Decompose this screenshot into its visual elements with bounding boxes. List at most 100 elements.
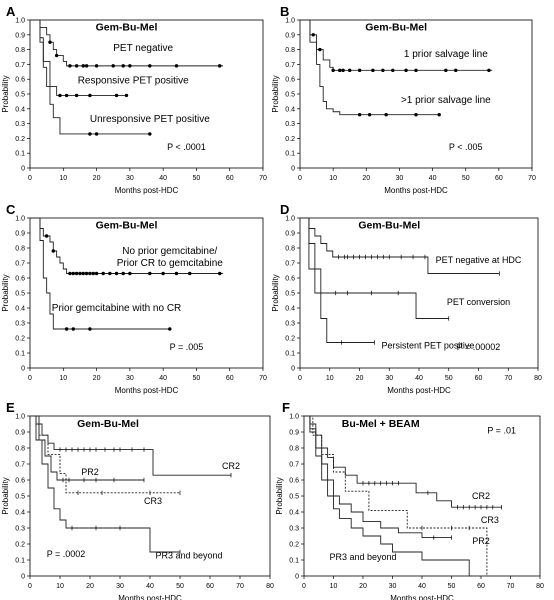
p-value-annotation: P = .005: [170, 342, 204, 352]
curve-label: Unresponsive PET positive: [90, 114, 210, 125]
km-curve: [304, 415, 473, 577]
x-tick-label: 20: [362, 175, 370, 182]
panel-title: Gem-Bu-Mel: [358, 220, 420, 232]
curve-label: Prior CR to gemcitabine: [117, 258, 224, 269]
y-tick-label: 0.5: [285, 92, 295, 99]
curve-label: PR3 and beyond: [329, 552, 396, 562]
y-tick-label: 0.6: [285, 276, 295, 283]
panel-letter: A: [6, 4, 16, 19]
censor-mark: [381, 68, 385, 73]
x-tick-label: 0: [28, 375, 32, 382]
y-tick-label: 0.1: [15, 151, 25, 158]
y-tick-label: 0.9: [15, 231, 25, 238]
y-tick-label: 0.5: [15, 291, 25, 298]
x-axis-label: Months post-HDC: [115, 386, 179, 395]
y-axis: 0 0.1 0.2 0.3 0.4 0.5 0.6 0.7 0.8 0.9 1.0: [15, 414, 30, 581]
x-tick-label: 80: [534, 375, 542, 382]
y-tick-label: 0.3: [285, 121, 295, 128]
x-axis: 0 10 20 30 40 50 60 70 80: [298, 368, 542, 382]
y-tick-label: 0.2: [15, 542, 25, 549]
censor-mark: [414, 113, 418, 117]
y-tick-label: 0: [291, 366, 295, 373]
censor-mark: [454, 68, 458, 73]
x-tick-label: 40: [429, 175, 437, 182]
y-tick-label: 0.3: [15, 121, 25, 128]
censor-mark: [68, 271, 72, 276]
x-axis-label: Months post-HDC: [390, 594, 454, 600]
censor-mark: [161, 271, 165, 276]
y-tick-label: 0.5: [15, 494, 25, 501]
km-series: [30, 415, 181, 495]
x-tick-label: 60: [226, 375, 234, 382]
plot-frame: [29, 217, 264, 369]
panel-title: Gem-Bu-Mel: [96, 21, 158, 33]
x-tick-label: 0: [298, 175, 302, 182]
y-tick-label: 0: [21, 574, 25, 581]
km-curve: [30, 19, 150, 135]
y-axis: 0 0.1 0.2 0.3 0.4 0.5 0.6 0.7 0.8 0.9 1.0: [15, 216, 30, 373]
x-tick-label: 50: [193, 175, 201, 182]
curve-label: PR2: [81, 467, 99, 477]
x-tick-label: 50: [462, 175, 470, 182]
censor-mark: [331, 68, 335, 73]
censor-mark: [74, 271, 79, 276]
curve-label: >1 prior salvage line: [401, 95, 491, 106]
km-panel-f: F 0 0.1 0.2 0.3 0.4 0.5 0.6 0.7 0.8 0.9 1.0 0 10 20 30 4…: [275, 400, 544, 600]
y-tick-label: 0: [295, 574, 299, 581]
censor-mark: [367, 113, 372, 117]
y-tick-label: 0.8: [285, 47, 295, 54]
censor-mark: [88, 327, 92, 331]
censor-mark: [188, 271, 192, 276]
y-tick-label: 0.5: [15, 92, 25, 99]
p-value-annotation: P < .0001: [167, 142, 206, 152]
censor-mark: [174, 271, 179, 276]
censor-mark: [371, 68, 375, 73]
y-tick-label: 0.2: [285, 336, 295, 343]
censor-mark: [64, 93, 69, 98]
y-tick-label: 0.4: [15, 510, 25, 517]
km-series: [30, 415, 181, 555]
panel-title: Bu-Mel + BEAM: [342, 418, 420, 430]
censor-mark: [94, 271, 99, 276]
km-panel-e: E 0 0.1 0.2 0.3 0.4 0.5 0.6 0.7 0.8 0.9 1.0 0 10 20 30 4…: [1, 400, 274, 600]
panel-letter: D: [280, 202, 289, 217]
curve-label: CR3: [481, 515, 499, 525]
km-series: [30, 19, 224, 68]
km-curve: [300, 217, 449, 319]
x-tick-label: 70: [236, 583, 244, 590]
y-tick-label: 0.1: [285, 151, 295, 158]
x-tick-label: 70: [259, 175, 267, 182]
x-tick-label: 40: [146, 583, 154, 590]
y-tick-label: 0.8: [289, 446, 299, 453]
y-tick-label: 0.8: [15, 446, 25, 453]
y-tick-label: 1.0: [15, 216, 25, 223]
x-tick-label: 70: [507, 583, 515, 590]
curve-label: Prior gemcitabine with no CR: [52, 303, 182, 314]
x-tick-label: 30: [396, 175, 404, 182]
x-tick-label: 20: [86, 583, 94, 590]
censor-mark: [148, 64, 152, 68]
x-tick-label: 70: [504, 375, 512, 382]
x-axis-label: Months post-HDC: [118, 594, 182, 600]
censor-mark: [357, 113, 362, 117]
censor-mark: [341, 68, 345, 73]
x-tick-label: 30: [385, 375, 393, 382]
x-axis: 0 10 20 30 40 50 60 70 80: [28, 576, 274, 590]
x-tick-label: 60: [226, 175, 234, 182]
km-panel-a: A 0 0.1 0.2 0.3 0.4 0.5 0.6 0.7 0.8 0.9 1.0 0 10 20 30 4…: [1, 4, 267, 195]
y-tick-label: 0.6: [15, 276, 25, 283]
censor-mark: [84, 64, 89, 68]
censor-mark: [88, 93, 92, 98]
y-tick-label: 1.0: [15, 18, 25, 25]
censor-mark: [71, 327, 75, 331]
x-tick-label: 30: [126, 175, 134, 182]
km-panel-b: B 0 0.1 0.2 0.3 0.4 0.5 0.6 0.7 0.8 0.9 1.0 0 10 20 30 4…: [271, 4, 536, 195]
censor-mark: [44, 234, 49, 238]
censor-mark: [124, 93, 129, 98]
censor-mark: [94, 132, 99, 136]
x-axis: 0 10 20 30 40 50 60 70: [298, 168, 536, 182]
x-tick-label: 40: [159, 175, 167, 182]
y-axis-label: Probability: [1, 477, 10, 514]
x-tick-label: 50: [176, 583, 184, 590]
censor-mark: [121, 271, 125, 276]
